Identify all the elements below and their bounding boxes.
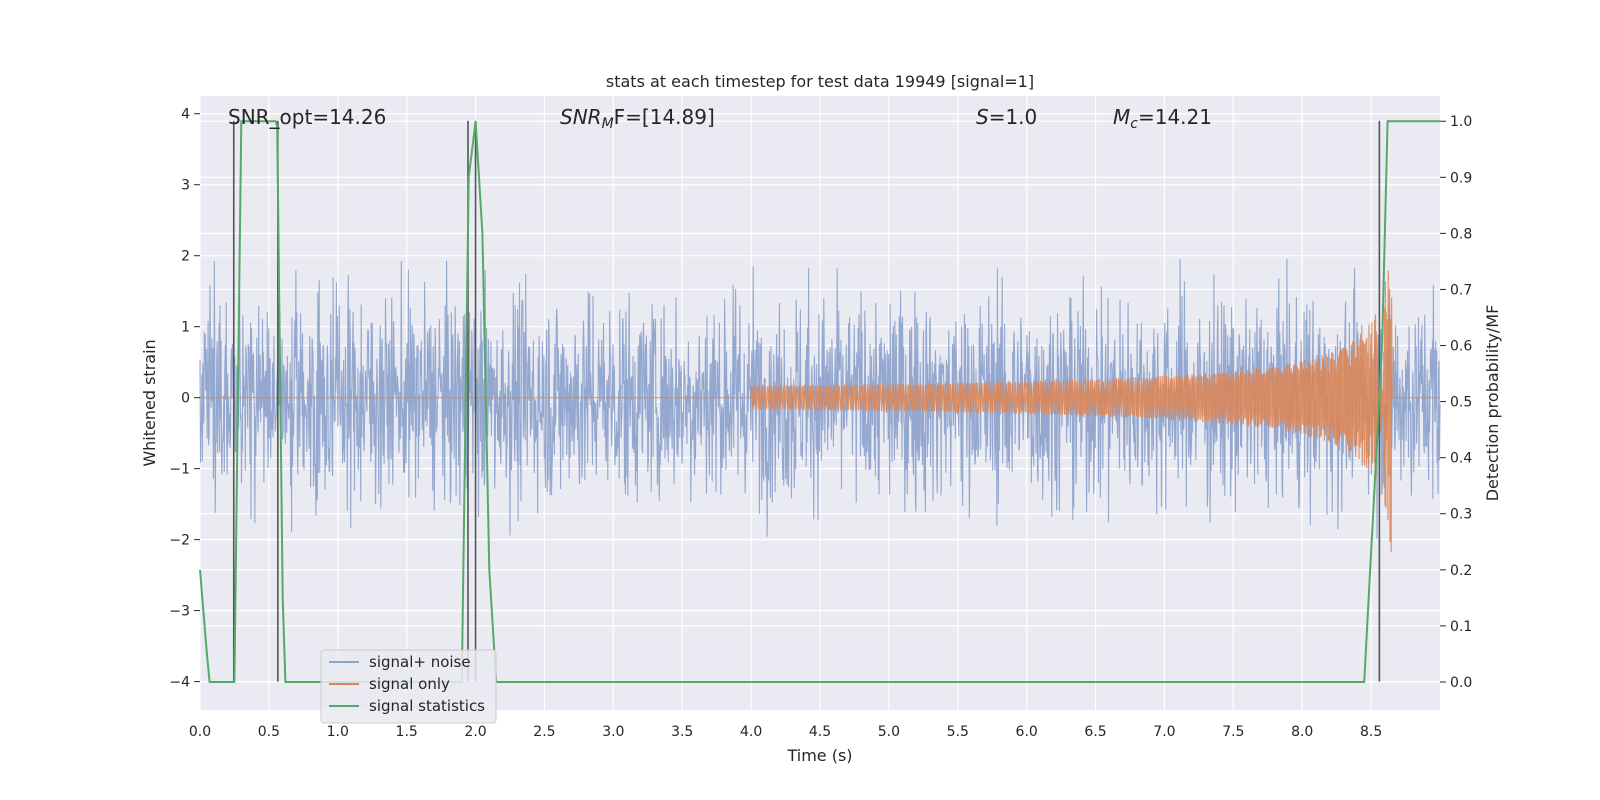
noise-line	[199, 258, 1441, 539]
legend-label-0: signal+ noise	[369, 653, 471, 671]
mc-sub: c	[1130, 116, 1138, 132]
y2-tick-label: 0.1	[1450, 619, 1472, 635]
legend-label-2: signal statistics	[369, 697, 485, 715]
y2-tick-label: 0.0	[1450, 675, 1472, 691]
legend: signal+ noise signal only signal statist…	[320, 649, 497, 724]
y-tick-label: 4	[181, 107, 190, 123]
x-tick-label: 4.5	[809, 724, 831, 740]
y2-tick-label: 0.6	[1450, 339, 1472, 355]
series-signal-only	[200, 270, 1440, 553]
y2-axis-ticks: 0.0 0.1 0.2 0.3 0.4 0.5 0.6 0.7 0.8 0.9 1.0	[1440, 114, 1472, 691]
y2-tick-label: 0.9	[1450, 170, 1472, 186]
x-tick-label: 6.5	[1084, 724, 1106, 740]
x-axis-ticks: 0.0 0.5 1.0 1.5 2.0 2.5 3.0 3.5 4.0 4.5 5.0 5.5 6.0 6…	[189, 724, 1382, 740]
y2-tick-label: 0.4	[1450, 451, 1472, 467]
annotation-mc: Mc=14.21	[1113, 105, 1212, 132]
y2-axis-label: Detection probability/MF	[1483, 305, 1502, 502]
x-tick-label: 1.5	[396, 724, 418, 740]
y-tick-label: −4	[169, 675, 190, 691]
snr-mf-sub: M	[602, 116, 614, 132]
y-tick-label: −1	[169, 462, 190, 478]
y2-tick-label: 0.5	[1450, 395, 1472, 411]
x-tick-label: 3.0	[602, 724, 624, 740]
x-tick-label: 6.0	[1016, 724, 1038, 740]
y2-tick-label: 0.3	[1450, 507, 1472, 523]
y-axis-ticks: −4 −3 −2 −1 0 1 2 3 4	[169, 107, 200, 691]
x-tick-label: 5.5	[947, 724, 969, 740]
x-tick-label: 2.0	[464, 724, 486, 740]
annotation-snr-mf: SNRMF=[14.89]	[560, 105, 715, 132]
snr-mf-rest: F=[14.89]	[614, 105, 715, 129]
snr-mf-main: SNR	[560, 105, 602, 129]
x-tick-label: 8.5	[1360, 724, 1382, 740]
legend-frame	[320, 649, 497, 724]
mc-main: M	[1113, 105, 1130, 129]
y-tick-label: −2	[169, 533, 190, 549]
x-tick-label: 2.5	[533, 724, 555, 740]
y-tick-label: 0	[181, 391, 190, 407]
y-tick-label: 2	[181, 249, 190, 265]
y-axis-label: Whitened strain	[140, 339, 159, 466]
series-signal-noise	[199, 258, 1441, 539]
x-tick-label: 4.0	[740, 724, 762, 740]
s-rest: =1.0	[989, 105, 1038, 129]
annotation-snr-opt: SNR_opt=14.26	[228, 105, 386, 129]
x-tick-label: 0.5	[258, 724, 280, 740]
mc-rest: =14.21	[1138, 105, 1212, 129]
y-tick-label: 3	[181, 178, 190, 194]
x-tick-label: 3.5	[671, 724, 693, 740]
x-tick-label: 0.0	[189, 724, 211, 740]
x-tick-label: 7.5	[1222, 724, 1244, 740]
legend-label-1: signal only	[369, 675, 450, 693]
annotation-s: S=1.0	[976, 105, 1037, 129]
x-axis-label: Time (s)	[786, 746, 852, 765]
y-tick-label: 1	[181, 320, 190, 336]
x-tick-label: 8.0	[1291, 724, 1313, 740]
y-tick-label: −3	[169, 604, 190, 620]
signal-line	[200, 270, 1440, 553]
x-tick-label: 5.0	[878, 724, 900, 740]
s-main: S	[976, 105, 989, 129]
x-tick-label: 7.0	[1153, 724, 1175, 740]
x-tick-label: 1.0	[327, 724, 349, 740]
y2-tick-label: 0.2	[1450, 563, 1472, 579]
y2-tick-label: 0.7	[1450, 282, 1472, 298]
y2-tick-label: 1.0	[1450, 114, 1472, 130]
y2-tick-label: 0.8	[1450, 226, 1472, 242]
chart-title: stats at each timestep for test data 199…	[606, 72, 1034, 91]
